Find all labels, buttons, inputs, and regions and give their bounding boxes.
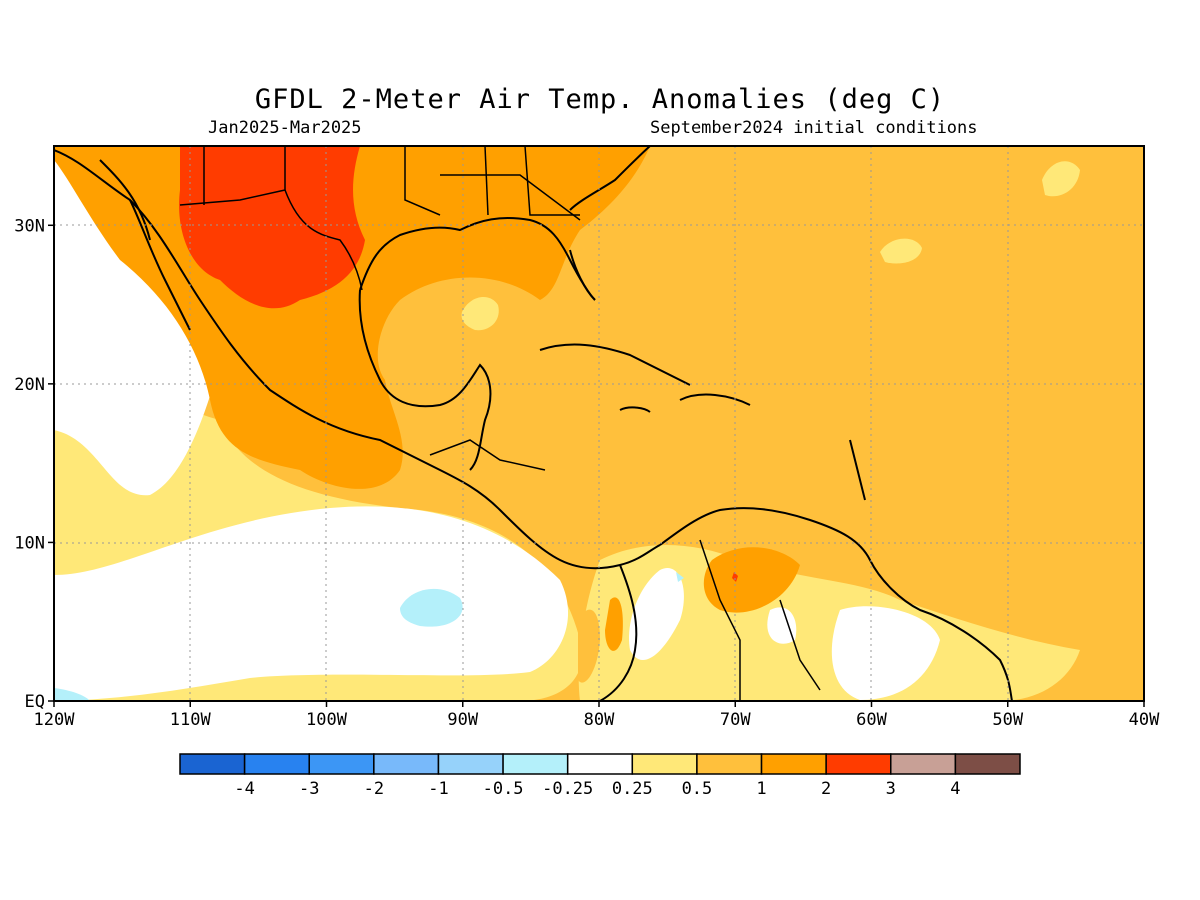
field-white-colombia [629, 568, 684, 660]
colorbar-label: -3 [299, 779, 319, 799]
coast-colombia-pacific [599, 564, 638, 701]
gridlines [54, 146, 1144, 701]
field-yellow-gulf [461, 296, 499, 331]
initial-conditions: September2024 initial conditions [650, 118, 978, 138]
colorbar-swatch [696, 753, 763, 775]
lon-tick-label: 90W [447, 710, 478, 730]
lat-tick-label: EQ [25, 692, 45, 712]
field-dkorange-panama [605, 597, 623, 651]
anomaly-field [54, 146, 1144, 701]
colorbar-swatch [825, 753, 892, 775]
lon-tick-label: 80W [584, 710, 615, 730]
lat-tick-label: 10N [14, 533, 45, 553]
field-orange-sa [703, 547, 800, 613]
lon-tick-label: 70W [720, 710, 751, 730]
borders [179, 146, 821, 701]
coast-lesser-antilles [849, 439, 866, 501]
field-yellow-atl1 [880, 238, 922, 264]
colorbar: -4 -3 -2 -1 -0.5 -0.25 0.25 0.5 1 2 3 4 [179, 753, 1021, 799]
border-colombia-ven [699, 539, 741, 701]
field-white-ven [767, 607, 797, 644]
border-ven-guyana [779, 599, 821, 691]
lon-tick-label: 60W [856, 710, 887, 730]
lat-tick-label: 30N [14, 216, 45, 236]
border-us-mex-west [179, 146, 286, 206]
field-cyan-sa [676, 572, 684, 582]
field-cyan-pacific [400, 588, 463, 627]
colorbar-label: -2 [364, 779, 384, 799]
colorbar-swatch [566, 753, 634, 775]
coast-south-america-north [659, 507, 1013, 701]
coast-east-us [569, 146, 651, 211]
field-white-nw [54, 146, 218, 496]
colorbar-swatch [243, 753, 310, 775]
lon-tick-label: 40W [1129, 710, 1160, 730]
forecast-period: Jan2025-Mar2025 [208, 118, 362, 138]
colorbar-label: -4 [234, 779, 254, 799]
colorbar-label: -0.5 [483, 779, 524, 799]
lon-tick-label: 100W [306, 710, 348, 730]
colorbar-swatch [373, 753, 440, 775]
colorbar-label: 2 [821, 779, 831, 799]
lon-tick-label: 110W [170, 710, 212, 730]
border-central-am [429, 439, 546, 471]
lon-tick-label: 120W [34, 710, 76, 730]
coast-baja [129, 199, 191, 331]
colorbar-swatch [308, 753, 375, 775]
coast-gulf-north [359, 217, 596, 301]
field-red-mexico [179, 146, 365, 309]
colorbar-swatch [890, 753, 957, 775]
field-orange-panama [578, 609, 600, 683]
colorbar-label: 4 [950, 779, 960, 799]
colorbar-swatch [179, 753, 246, 775]
colorbar-label: 0.5 [682, 779, 713, 799]
coast-gulf-ca [99, 159, 151, 241]
field-yellow-atl2 [1042, 161, 1080, 197]
field-white-guiana [831, 606, 940, 700]
coast-jamaica [619, 406, 651, 413]
border-rio-grande [284, 189, 363, 291]
field-red-sa [732, 572, 738, 582]
field-cyan-corner [54, 688, 90, 701]
colorbar-label: -1 [428, 779, 448, 799]
coast-hispaniola [679, 393, 751, 406]
border-states [440, 174, 581, 221]
coast-florida [569, 249, 596, 301]
lon-tick-label: 50W [992, 710, 1023, 730]
border-tx-la [404, 146, 441, 216]
lat-tick-label: 20N [14, 375, 45, 395]
colorbar-label: 3 [886, 779, 896, 799]
map-title: GFDL 2-Meter Air Temp. Anomalies (deg C) [254, 84, 946, 115]
coast-mexico-gulf [358, 289, 492, 471]
colorbar-swatch [631, 753, 698, 775]
colorbar-label: 0.25 [612, 779, 653, 799]
coast-pacific [54, 149, 661, 570]
border-ms-al [484, 146, 489, 216]
coast-cuba [539, 343, 691, 386]
field-white-sw [54, 506, 569, 701]
coastlines [54, 146, 1013, 701]
border-al-ga [524, 146, 580, 216]
colorbar-swatch [502, 753, 569, 775]
colorbar-label: 1 [756, 779, 766, 799]
colorbar-label: -0.25 [542, 779, 593, 799]
colorbar-swatch [437, 753, 504, 775]
axes: 120W 110W 100W 90W 80W 70W 60W 50W 40W 30N 20N 10N E… [14, 216, 1160, 730]
colorbar-swatch [954, 753, 1021, 775]
colorbar-swatch [760, 753, 827, 775]
